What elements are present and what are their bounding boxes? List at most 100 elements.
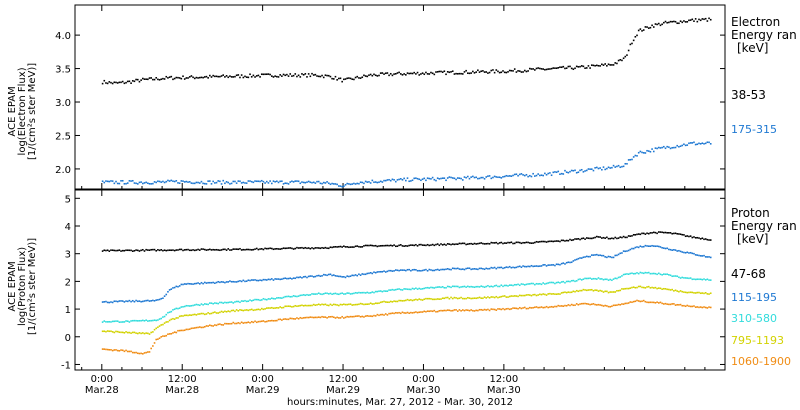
data-point: [338, 293, 340, 296]
data-point: [528, 306, 531, 309]
data-point: [136, 332, 139, 335]
data-point: [498, 296, 501, 298]
data-point: [188, 181, 191, 183]
data-point: [324, 303, 327, 306]
data-point: [225, 281, 228, 283]
data-point: [477, 177, 479, 180]
data-point: [440, 286, 442, 289]
data-point: [255, 247, 258, 250]
data-point: [297, 247, 300, 249]
data-point: [527, 70, 529, 72]
data-point: [284, 318, 287, 320]
data-point: [319, 75, 322, 78]
data-point: [383, 290, 385, 292]
data-point: [369, 315, 372, 317]
data-point: [637, 300, 640, 302]
data-point: [136, 183, 139, 185]
data-point: [590, 254, 593, 256]
data-point: [147, 78, 149, 81]
data-point: [636, 246, 638, 248]
data-point: [150, 319, 152, 322]
data-point: [219, 281, 221, 284]
data-point: [319, 275, 322, 277]
data-point: [264, 278, 266, 281]
data-point: [663, 21, 665, 24]
series-47-68: [101, 231, 712, 252]
data-point: [245, 321, 248, 324]
data-point: [396, 269, 399, 272]
data-point: [505, 308, 508, 310]
data-point: [205, 313, 208, 315]
data-point: [316, 293, 318, 295]
data-point: [513, 295, 516, 297]
data-point: [364, 273, 367, 276]
data-point: [582, 256, 585, 259]
data-point: [247, 248, 250, 251]
data-point: [302, 73, 305, 76]
data-point: [279, 74, 281, 76]
data-point: [237, 280, 240, 283]
data-point: [590, 303, 593, 306]
data-point: [461, 73, 464, 75]
data-point: [704, 17, 707, 20]
data-point: [271, 75, 273, 77]
data-point: [147, 332, 149, 335]
data-point: [480, 242, 483, 244]
data-point: [358, 273, 360, 276]
data-point: [111, 349, 114, 352]
data-point: [423, 310, 426, 313]
data-point: [287, 318, 290, 321]
data-point: [572, 290, 575, 293]
data-point: [215, 312, 218, 314]
data-point: [696, 143, 699, 146]
data-point: [525, 283, 528, 286]
data-point: [460, 286, 462, 288]
data-point: [622, 57, 625, 60]
data-point: [607, 166, 610, 169]
series-175-315: [101, 141, 712, 188]
data-point: [562, 173, 565, 175]
data-point: [391, 245, 394, 247]
data-point: [564, 281, 566, 284]
data-point: [267, 320, 270, 322]
data-point: [255, 298, 258, 301]
data-point: [580, 168, 583, 171]
data-point: [155, 327, 158, 330]
data-point: [388, 269, 390, 272]
data-point: [492, 308, 494, 311]
data-point: [438, 244, 441, 247]
data-point: [120, 349, 122, 351]
data-point: [291, 247, 293, 250]
data-point: [470, 268, 472, 271]
data-point: [316, 316, 318, 319]
data-point: [599, 304, 601, 306]
data-point: [260, 179, 263, 182]
data-point: [679, 145, 682, 147]
data-point: [312, 181, 315, 184]
data-point: [257, 320, 260, 323]
data-point: [396, 300, 399, 303]
data-point: [644, 300, 647, 303]
data-point: [101, 321, 104, 323]
data-point: [281, 278, 283, 280]
data-point: [421, 287, 424, 290]
data-point: [602, 291, 605, 293]
data-point: [260, 299, 263, 301]
proton-ylabel: ACE EPAM log(Proton Flux) [1/(cm²s ster …: [7, 238, 38, 335]
data-point: [673, 20, 675, 23]
data-point: [532, 282, 534, 285]
data-point: [408, 299, 410, 302]
data-point: [128, 180, 131, 182]
data-point: [272, 297, 275, 300]
data-point: [569, 238, 571, 241]
data-point: [539, 265, 541, 267]
data-point: [410, 288, 412, 291]
data-point: [327, 316, 330, 318]
data-point: [508, 241, 511, 244]
data-point: [254, 309, 256, 311]
data-point: [582, 171, 585, 173]
data-point: [435, 179, 437, 182]
data-point: [286, 305, 288, 308]
data-point: [229, 280, 231, 282]
data-point: [441, 71, 444, 73]
